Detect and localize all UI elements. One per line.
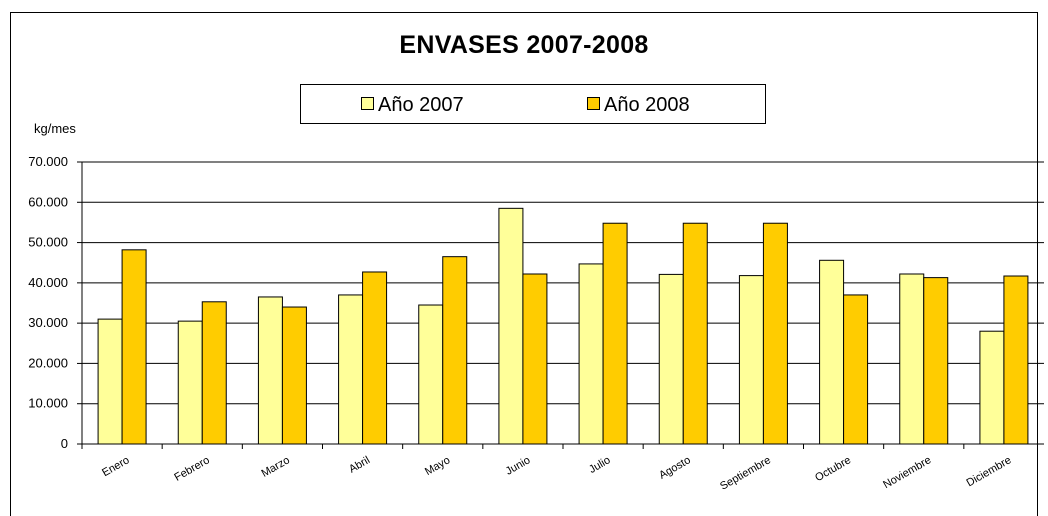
chart-title: ENVASES 2007-2008 <box>399 31 649 59</box>
x-tick-label: Enero <box>100 454 131 479</box>
bar-2007-julio <box>578 263 604 445</box>
bar-2008-abril <box>362 271 388 445</box>
x-tick-label: Mayo <box>423 454 452 478</box>
bar-2007-agosto <box>658 273 684 445</box>
x-tick-label: Noviembre <box>881 454 933 491</box>
bar-2007-enero <box>97 318 123 445</box>
legend-item-2008: Año 2008 <box>587 94 690 117</box>
y-axis-label: kg/mes <box>34 121 76 136</box>
x-tick-label: Diciembre <box>965 454 1014 489</box>
bar-2008-marzo <box>281 306 307 445</box>
bar-2007-noviembre <box>899 273 925 445</box>
x-tick-label: Marzo <box>259 454 291 480</box>
x-tick-label: Abril <box>347 454 372 475</box>
bar-2008-julio <box>602 222 628 445</box>
chart-frame <box>10 12 1038 516</box>
x-tick-label: Julio <box>587 454 613 476</box>
bar-2007-mayo <box>418 304 444 445</box>
bar-2008-enero <box>121 249 147 445</box>
y-tick-label: 0 <box>61 436 68 451</box>
x-tick-label: Junio <box>504 454 533 478</box>
bar-2007-septiembre <box>738 275 764 445</box>
bar-2007-marzo <box>257 296 283 445</box>
y-tick-label: 70.000 <box>28 154 68 169</box>
legend-swatch-2008 <box>587 97 600 110</box>
bar-2008-octubre <box>843 294 869 445</box>
y-tick-label: 30.000 <box>28 315 68 330</box>
bar-2008-junio <box>522 273 548 445</box>
bar-2008-mayo <box>442 256 468 445</box>
bar-2008-noviembre <box>923 277 949 445</box>
y-tick-label: 40.000 <box>28 275 68 290</box>
bar-2007-febrero <box>177 320 203 445</box>
chart-legend: Año 2007 Año 2008 <box>300 84 766 124</box>
x-tick-label: Febrero <box>172 454 211 484</box>
bar-2007-abril <box>338 294 364 445</box>
y-tick-label: 10.000 <box>28 396 68 411</box>
legend-item-2007: Año 2007 <box>361 94 464 117</box>
bar-2008-febrero <box>201 301 227 445</box>
x-tick-label: Septiembre <box>718 454 773 493</box>
bar-2008-agosto <box>682 222 708 445</box>
bar-2008-diciembre <box>1003 275 1029 445</box>
y-tick-label: 60.000 <box>28 194 68 209</box>
x-tick-label: Agosto <box>657 454 693 482</box>
y-tick-label: 50.000 <box>28 235 68 250</box>
bar-2007-octubre <box>819 259 845 445</box>
bar-2008-septiembre <box>762 222 788 445</box>
bar-2007-junio <box>498 207 524 445</box>
legend-swatch-2007 <box>361 97 374 110</box>
x-tick-label: Octubre <box>813 454 853 484</box>
y-tick-label: 20.000 <box>28 355 68 370</box>
bar-2007-diciembre <box>979 330 1005 445</box>
legend-label-2007: Año 2007 <box>378 94 464 116</box>
legend-label-2008: Año 2008 <box>604 94 690 116</box>
